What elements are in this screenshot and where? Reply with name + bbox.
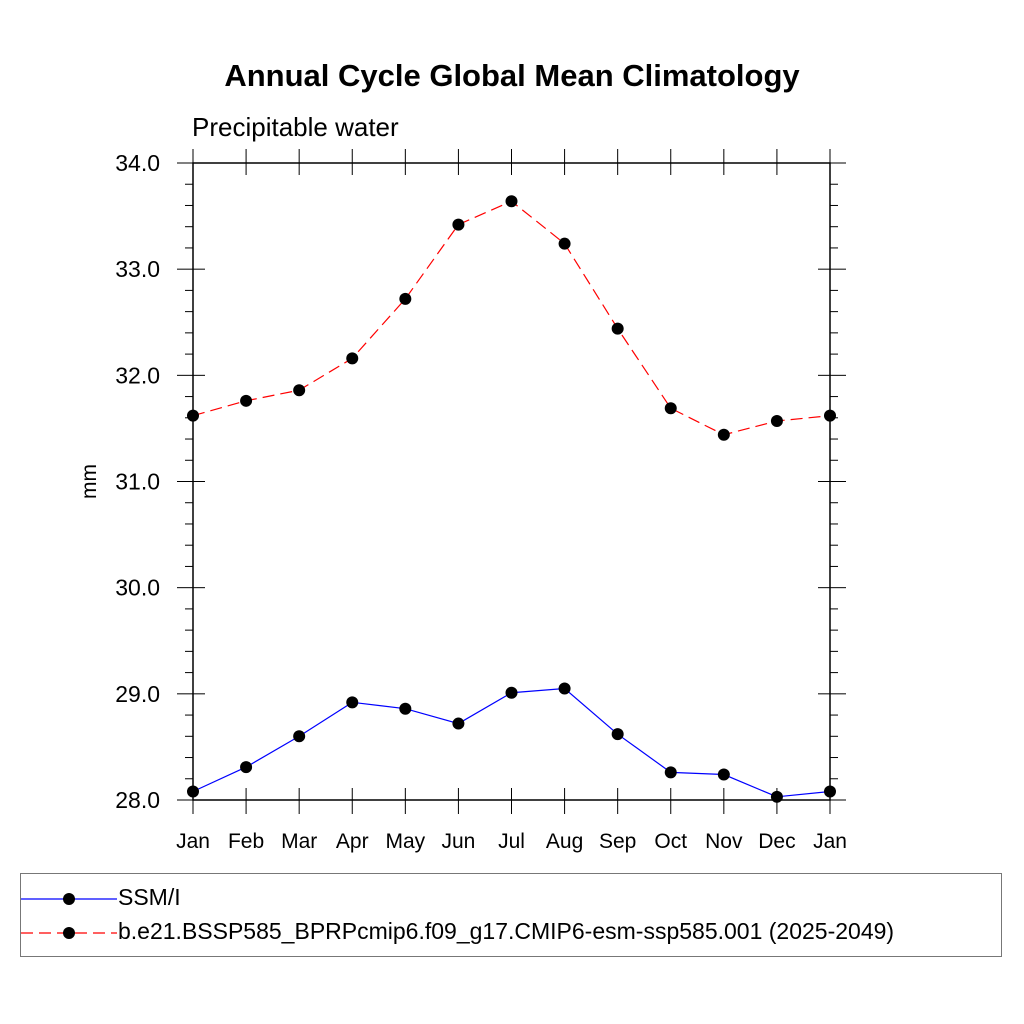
x-tick-label: Nov [705,830,743,853]
series-1-point [611,322,624,335]
x-tick-label: Jul [498,830,525,853]
x-tick-label: Feb [228,830,264,853]
legend-label-model: b.e21.BSSP585_BPRPcmip6.f09_g17.CMIP6-es… [118,918,895,944]
series-1-point [346,352,359,365]
legend-line-solid-icon [21,893,117,905]
series-0-point [770,790,783,803]
series-0-point [293,730,306,743]
x-tick-label: Oct [654,830,687,853]
y-tick-label: 29.0 [115,681,160,707]
series-1-point [399,292,412,305]
y-tick-label: 32.0 [115,362,160,388]
y-axis-label: mm [78,464,101,499]
series-0-point [717,768,730,781]
series-0-point [611,728,624,741]
chart-title: Annual Cycle Global Mean Climatology [224,58,800,93]
series-line-0 [192,687,831,798]
series-0-point [558,682,571,695]
series-0-point [452,717,465,730]
x-tick-label: Dec [758,830,795,853]
x-tick-label: Aug [546,830,583,853]
x-tick-label: Jan [813,830,847,853]
chart-subtitle: Precipitable water [192,112,399,142]
x-tick-label: Apr [336,830,369,853]
y-tick-label: 31.0 [115,469,160,495]
series-1-point [558,237,571,250]
series-1-point [824,409,836,422]
legend-label-ssmi: SSM/I [118,884,181,910]
plot-frame [192,162,831,801]
series-1-point [505,195,518,208]
series-1-point [770,414,783,427]
series-1-point [187,409,199,422]
series-1-point [293,384,306,397]
legend: SSM/I b.e21.BSSP585_BPRPcmip6.f09_g17.CM… [20,873,1002,957]
x-tick-label: Jan [176,830,210,853]
series-1-point [664,402,677,415]
x-tick-label: Sep [599,830,636,853]
series-0-point [240,761,253,774]
y-tick-label: 28.0 [115,787,160,813]
legend-line-dashed-icon [21,927,117,939]
x-tick-label: Jun [441,830,475,853]
series-0-point [346,696,359,709]
legend-item-model: b.e21.BSSP585_BPRPcmip6.f09_g17.CMIP6-es… [21,916,1001,950]
series-0-point [824,785,836,798]
series-0-point [505,686,518,699]
series-line-1 [192,200,831,436]
x-tick-label: Mar [281,830,317,853]
legend-item-ssmi: SSM/I [21,882,1001,916]
y-tick-label: 33.0 [115,256,160,282]
y-tick-label: 30.0 [115,575,160,601]
series-0-point [664,766,677,779]
series-0-point [399,702,412,715]
series-0-point [187,785,199,798]
series-1-point [452,218,465,231]
series-1-point [240,394,253,407]
y-tick-label: 34.0 [115,150,160,176]
series-1-point [717,428,730,441]
x-tick-label: May [385,830,425,853]
